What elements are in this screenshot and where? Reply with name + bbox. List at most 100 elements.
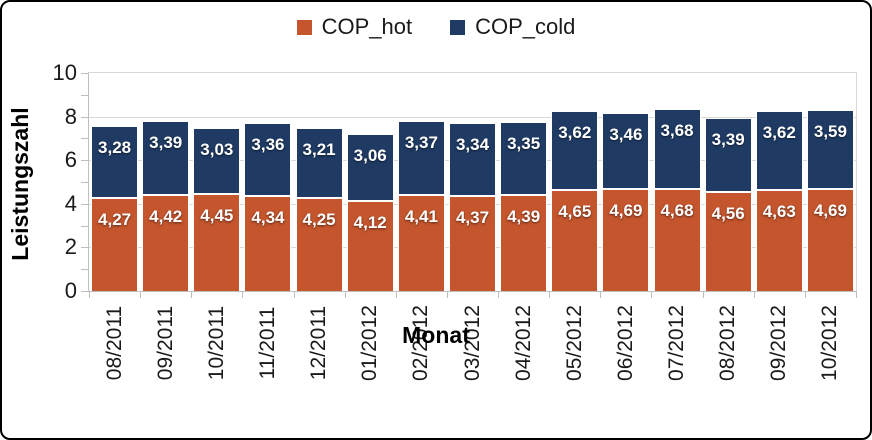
y-axis-tick [81,138,89,140]
bar-segment-cop_cold: 3,03 [193,127,241,194]
bar-segment-cop_hot: 4,27 [91,197,139,291]
y-axis-tick [81,225,89,227]
x-axis-tick [293,291,295,298]
y-axis-tick [81,73,89,74]
data-label: 4,25 [302,210,336,230]
data-label: 4,65 [558,201,592,221]
data-label: 3,28 [98,138,132,158]
y-axis-label: 6 [64,147,77,173]
legend-label-cop-hot: COP_hot [321,14,413,39]
x-axis-tick [753,291,755,298]
data-label: 4,63 [762,202,796,222]
bar-segment-cop_hot: 4,63 [755,190,803,291]
data-label: 4,27 [98,209,132,229]
y-axis-label: 10 [52,60,77,85]
data-label: 4,45 [200,205,234,225]
bar-segment-cop_hot: 4,69 [602,188,650,291]
y-axis-label: 4 [64,190,77,216]
bar-segment-cop_cold: 3,21 [295,128,343,199]
data-label: 3,35 [507,134,541,154]
x-axis-tick [498,291,500,298]
x-axis-tick [140,291,142,298]
data-label: 4,39 [507,207,541,227]
data-label: 3,59 [813,122,847,142]
data-label: 4,56 [711,203,745,223]
x-axis-tick [856,291,857,298]
data-label: 4,37 [455,207,490,227]
data-label: 3,06 [353,146,387,166]
bar-segment-cop_hot: 4,45 [193,193,241,291]
bar-segment-cop_hot: 4,42 [142,194,190,291]
bar-segment-cop_cold: 3,39 [142,120,190,195]
data-label: 4,42 [149,206,183,226]
bar-segment-cop_cold: 3,62 [551,110,599,190]
bar-segment-cop_hot: 4,65 [551,189,599,291]
data-label: 4,69 [609,200,643,220]
legend-swatch-cop-hot [296,19,312,35]
bar-segment-cop_hot: 4,69 [806,188,854,291]
x-axis-tick [600,291,602,298]
data-label: 3,62 [762,123,796,143]
bar-segment-cop_cold: 3,62 [755,111,803,191]
bar-segment-cop_hot: 4,25 [295,198,343,291]
x-axis-tick [395,291,397,298]
data-label: 3,03 [200,139,234,159]
bar-segment-cop_hot: 4,34 [244,196,292,291]
data-label: 3,39 [711,129,745,149]
legend-swatch-cop-cold [450,19,466,35]
bar-segment-cop_hot: 4,37 [449,195,496,291]
y-axis-tick [81,160,89,162]
x-axis-tick [651,291,653,298]
bar-segment-cop_cold: 3,59 [806,110,854,189]
x-axis-tick [344,291,346,298]
x-axis-tick [242,291,244,298]
data-label: 4,68 [660,200,694,220]
bar-segment-cop_hot: 4,39 [500,195,548,291]
data-label: 3,62 [558,122,592,142]
data-label: 4,12 [353,213,387,233]
x-axis-tick [89,291,90,298]
y-axis-tick [81,291,89,292]
x-axis-tick [446,291,448,298]
bar-segment-cop_cold: 3,06 [346,134,394,202]
legend-item-cop-cold: COP_cold [450,14,575,40]
bar-segment-cop_hot: 4,41 [397,194,445,291]
bar-segment-cop_cold: 3,35 [500,122,548,196]
legend-label-cop-cold: COP_cold [475,14,576,39]
data-label: 4,41 [404,206,438,226]
data-label: 3,46 [609,125,643,145]
y-axis-tick [81,94,89,96]
plot-area: 0 2 4 6 8 10 4,27 3,28 08/2011 4,42 3,39 09/2011 4,4… [53,61,857,381]
y-axis-label: 0 [64,278,77,303]
y-axis-label: 8 [64,103,77,129]
y-axis-tick [81,203,89,205]
bar-segment-cop_cold: 3,28 [91,126,139,198]
bar-segment-cop_hot: 4,12 [346,201,394,291]
data-label: 3,68 [660,120,694,140]
y-axis-tick [81,182,89,183]
data-label: 3,39 [149,132,183,152]
x-axis-title: Monat [402,322,470,348]
bar-segment-cop_hot: 4,56 [704,191,752,291]
y-axis-tick [81,116,89,118]
bar-segment-cop_cold: 3,39 [704,117,752,192]
bar-segment-cop_cold: 3,36 [244,123,292,197]
x-axis-tick [702,291,704,298]
y-axis-label: 2 [64,234,77,260]
x-axis-tick [549,291,551,298]
y-axis-tick [81,247,89,249]
x-axis-tick [804,291,806,298]
chart-legend: COP_hot COP_cold [2,12,870,42]
legend-item-cop-hot: COP_hot [296,14,413,40]
bar-segment-cop_cold: 3,68 [653,108,701,189]
y-axis-tick [81,269,89,271]
data-label: 3,21 [302,140,336,160]
data-label: 3,37 [404,133,438,153]
bar-segment-cop_cold: 3,46 [602,113,650,189]
bar-segment-cop_cold: 3,34 [449,122,496,196]
x-axis-tick [191,291,193,298]
data-label: 3,34 [455,134,490,154]
gridline [89,116,856,118]
bar-segment-cop_hot: 4,68 [653,188,701,291]
